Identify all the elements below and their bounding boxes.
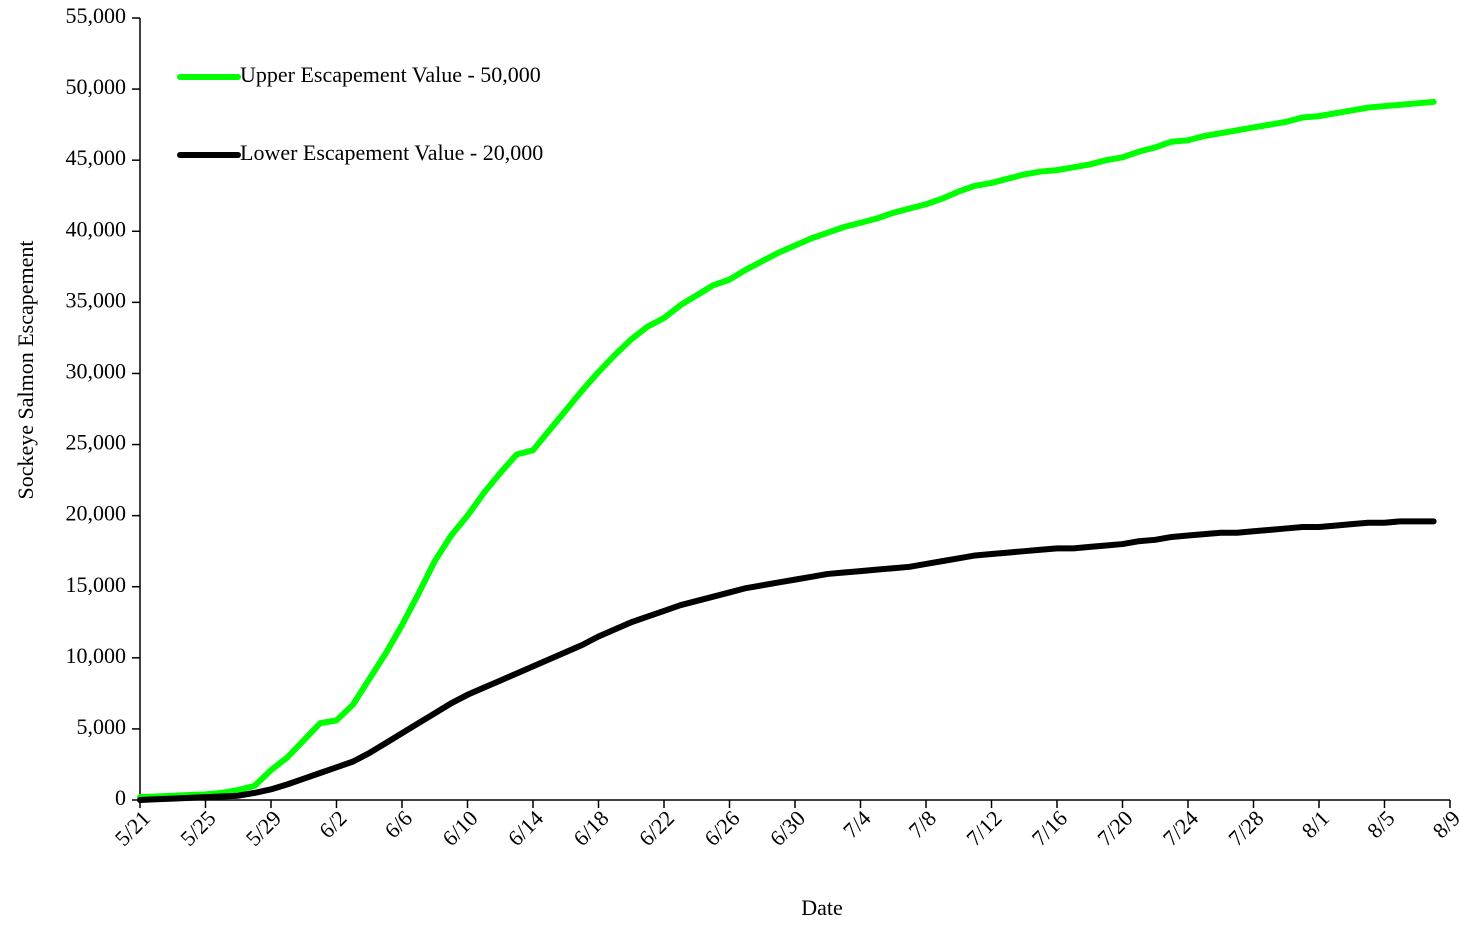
x-tick-label: 5/25 [175, 805, 220, 850]
y-tick-label: 35,000 [66, 287, 127, 312]
x-tick-label: 6/10 [437, 805, 482, 850]
legend-label: Upper Escapement Value - 50,000 [240, 62, 541, 87]
x-tick-label: 7/12 [961, 805, 1006, 850]
x-tick-label: 7/28 [1223, 805, 1268, 850]
x-tick-label: 6/2 [314, 805, 352, 843]
x-tick-label: 5/21 [110, 805, 155, 850]
series-line [137, 98, 1437, 801]
x-tick-label: 6/26 [699, 805, 744, 850]
x-tick-label: 8/5 [1362, 805, 1400, 843]
x-tick-label: 7/24 [1158, 805, 1203, 850]
y-tick-label: 15,000 [66, 572, 127, 597]
y-tick-label: 40,000 [66, 216, 127, 241]
x-tick-label: 6/18 [568, 805, 613, 850]
series-line [137, 518, 1437, 803]
x-axis-title: Date [801, 895, 843, 920]
x-tick-label: 7/20 [1092, 805, 1137, 850]
y-tick-label: 45,000 [66, 145, 127, 170]
y-tick-label: 30,000 [66, 359, 127, 384]
y-axis-title: Sockeye Salmon Escapement [13, 240, 38, 499]
x-tick-label: 6/22 [634, 805, 679, 850]
y-tick-label: 0 [115, 785, 126, 810]
x-tick-label: 7/16 [1027, 805, 1072, 850]
x-tick-label: 5/29 [241, 805, 286, 850]
y-tick-label: 25,000 [66, 430, 127, 455]
y-tick-label: 20,000 [66, 501, 127, 526]
legend-label: Lower Escapement Value - 20,000 [240, 140, 543, 165]
y-tick-label: 5,000 [77, 714, 127, 739]
x-tick-label: 6/14 [503, 805, 548, 850]
x-tick-label: 8/1 [1297, 805, 1335, 843]
y-tick-label: 10,000 [66, 643, 127, 668]
x-tick-label: 6/30 [765, 805, 810, 850]
x-tick-label: 7/8 [904, 805, 942, 843]
y-tick-label: 50,000 [66, 74, 127, 99]
x-tick-label: 8/9 [1428, 805, 1459, 843]
x-tick-label: 6/6 [380, 805, 418, 843]
y-tick-label: 55,000 [66, 3, 127, 28]
x-tick-label: 7/4 [838, 805, 876, 843]
